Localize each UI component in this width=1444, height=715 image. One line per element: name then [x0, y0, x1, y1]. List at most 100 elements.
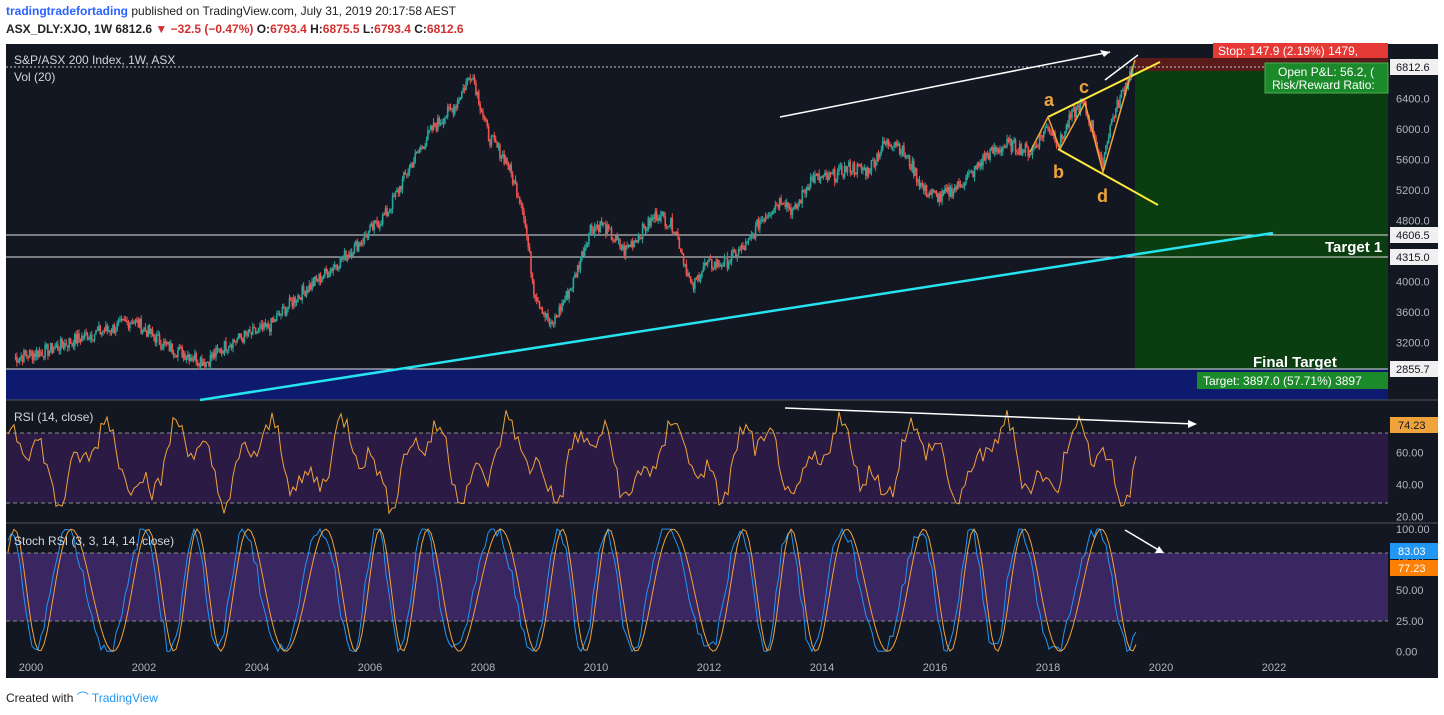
tradingview-link[interactable]: TradingView: [91, 691, 158, 705]
candle-body: [880, 149, 883, 154]
candle-body: [780, 197, 782, 204]
candle-body: [784, 204, 787, 208]
candle-body: [123, 319, 126, 321]
candle-body: [629, 245, 631, 247]
candle-body: [167, 342, 169, 345]
candle-body: [360, 242, 363, 246]
candle-body: [57, 344, 59, 350]
candle-body: [879, 153, 881, 159]
candle-body: [838, 166, 840, 172]
rsi-divergence-line[interactable]: [784, 407, 1196, 425]
wave-path[interactable]: [1029, 59, 1136, 175]
candle-body: [153, 334, 155, 337]
candle-body: [746, 241, 748, 243]
candle-body: [182, 353, 185, 358]
wedge-upper-line[interactable]: [1047, 61, 1161, 118]
candle-body: [523, 211, 525, 220]
candle-body: [451, 108, 453, 110]
candle-body: [340, 256, 343, 260]
candle-body: [795, 203, 798, 209]
candle-body: [47, 344, 49, 356]
candle-body: [203, 362, 206, 367]
candle-body: [158, 334, 161, 345]
target-label-box[interactable]: [1197, 372, 1388, 389]
candle-body: [420, 146, 422, 151]
candle-body: [485, 118, 487, 120]
rsi-value-tag: 74.23: [1398, 420, 1426, 432]
stoch-tick-label: 0.00: [1396, 646, 1417, 658]
candle-body: [507, 165, 510, 170]
price-axis-ticks: 6400.0 6000.0 5600.0 5200.0 4800.0 4000.0 3600…: [1396, 93, 1430, 349]
stoch-arrow-line[interactable]: [1124, 529, 1163, 553]
candle-body: [809, 176, 812, 187]
price-change: −32.5 (−0.47%): [170, 22, 254, 36]
candle-body: [288, 297, 291, 307]
candle-body: [588, 233, 590, 245]
candle-body: [624, 245, 627, 256]
candle-body: [828, 172, 830, 181]
author-link[interactable]: tradingtradefortading: [6, 4, 128, 18]
wedge-lower-line[interactable]: [1057, 148, 1159, 206]
time-tick-label: 2016: [923, 662, 947, 674]
candle-body: [122, 319, 124, 321]
candle-body: [701, 271, 703, 278]
candle-body: [30, 350, 32, 353]
candle-body: [181, 347, 183, 358]
stoch-d-tag-bg: [1390, 560, 1438, 576]
candle-body: [836, 171, 839, 180]
candle-body: [179, 346, 182, 348]
candle-body: [403, 172, 405, 179]
candle-body: [975, 166, 977, 170]
wave-label-d: d: [1097, 186, 1108, 206]
candle-body: [897, 143, 900, 146]
candle-body: [266, 323, 268, 327]
candle-body: [996, 148, 998, 152]
candle-body: [907, 155, 909, 157]
candle-body: [208, 361, 210, 367]
candle-body: [1103, 154, 1106, 167]
candle-body: [581, 251, 583, 261]
candle-body: [151, 329, 154, 335]
candle-body: [501, 154, 504, 157]
candle-body: [192, 359, 195, 361]
candle-body: [1042, 131, 1045, 138]
candle-body: [928, 192, 931, 197]
level-4315-tag: 4315.0: [1396, 252, 1430, 264]
candle-body: [709, 259, 712, 261]
candle-body: [297, 295, 299, 302]
candle-body: [353, 244, 356, 254]
candle-body: [687, 273, 689, 276]
candle-body: [764, 216, 767, 222]
tradingview-logo-icon: ⌒: [76, 691, 89, 705]
candle-body: [301, 286, 303, 301]
candle-body: [572, 277, 575, 289]
candle-body: [17, 360, 20, 363]
candle-body: [418, 150, 421, 153]
candle-body: [904, 155, 907, 158]
candle-body: [311, 281, 313, 290]
candle-body: [150, 329, 152, 334]
candle-body: [1037, 146, 1039, 148]
candle-body: [843, 166, 846, 177]
candle-body: [908, 155, 911, 167]
stop-label-box[interactable]: [1213, 43, 1388, 58]
candle-body: [1120, 90, 1123, 97]
time-axis[interactable]: [6, 655, 1388, 678]
candle-body: [479, 104, 481, 110]
pnl-box[interactable]: [1264, 62, 1389, 94]
candle-body: [324, 268, 326, 277]
candle-body: [390, 209, 392, 211]
candle-body: [750, 235, 753, 238]
candle-body: [444, 118, 446, 124]
price-divergence-line[interactable]: [779, 51, 1111, 118]
candle-body: [913, 160, 915, 176]
candle-body: [273, 319, 275, 323]
close-label: C:: [414, 22, 427, 36]
candle-body: [785, 202, 788, 208]
long-term-trendline[interactable]: [199, 231, 1274, 402]
candle-body: [682, 254, 685, 265]
wave-e-arrow[interactable]: [1104, 54, 1139, 81]
candle-body: [1027, 146, 1030, 157]
candle-body: [562, 302, 565, 304]
